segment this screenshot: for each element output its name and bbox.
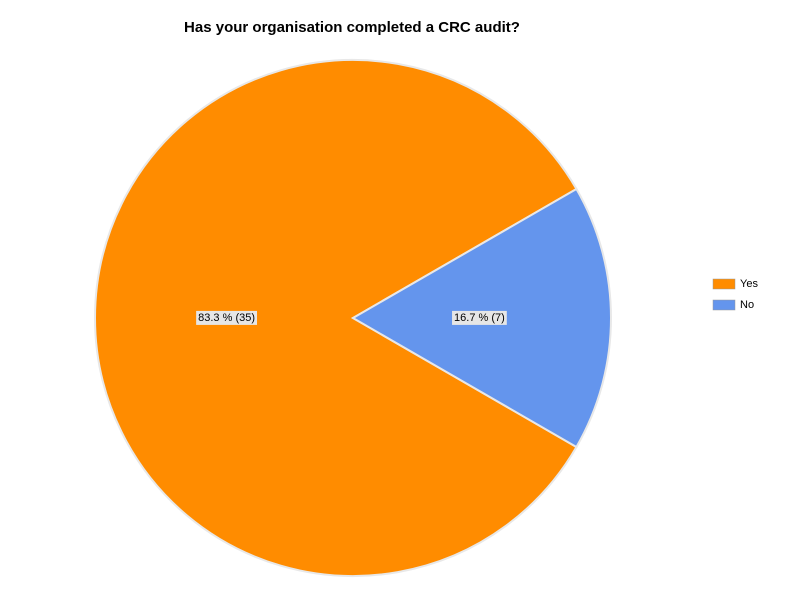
data-label-text: 83.3 % (35) [198,312,255,324]
pie-slice [94,59,578,577]
data-label-text: 16.7 % (7) [454,312,505,324]
legend-label: No [740,299,754,311]
chart-title: Has your organisation completed a CRC au… [184,19,520,36]
data-label: 83.3 % (35) [196,310,258,325]
legend-swatch [712,299,736,311]
data-label: 16.7 % (7) [452,310,507,325]
legend-swatch [712,278,736,290]
data-label-bg [452,310,507,325]
data-label-bg [196,310,258,325]
legend-label: Yes [740,278,758,290]
